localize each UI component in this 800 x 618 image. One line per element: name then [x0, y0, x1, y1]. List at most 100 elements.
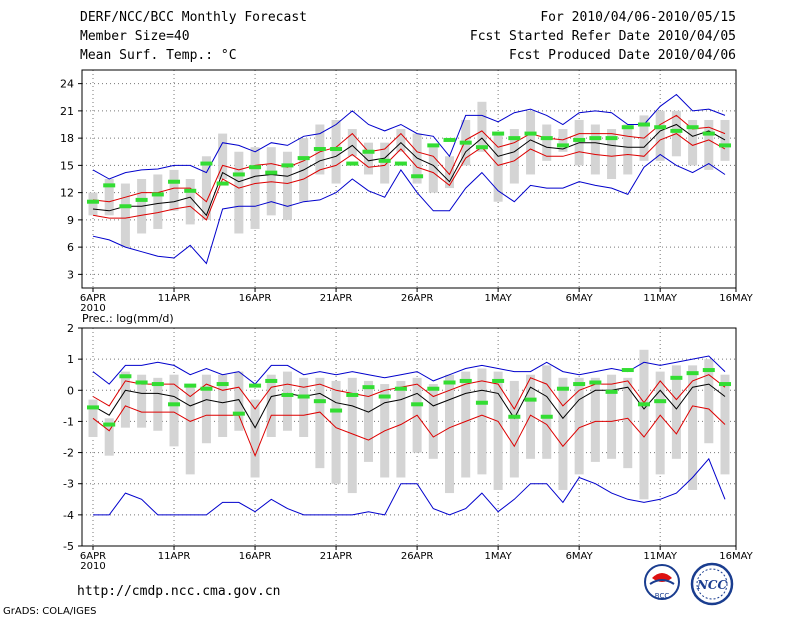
forecast-started-date: Fcst Started Refer Date 2010/04/05: [469, 29, 736, 44]
observed-marker: [492, 378, 505, 383]
spread-box: [655, 371, 665, 475]
observed-marker: [475, 400, 488, 405]
spread-box: [509, 380, 519, 478]
observed-marker: [151, 192, 164, 197]
x-tick-label: 11MAY: [643, 551, 677, 562]
observed-marker: [475, 145, 488, 150]
y-tick-label: 21: [60, 105, 74, 118]
spread-box: [380, 142, 390, 184]
observed-marker: [330, 147, 343, 152]
spread-box: [607, 129, 617, 179]
x-tick-label: 6MAY: [566, 293, 594, 304]
spread-box: [445, 374, 455, 494]
observed-marker: [443, 380, 456, 385]
x-tick-label: 11APR: [158, 293, 191, 304]
spread-box: [282, 371, 292, 431]
spread-box: [331, 380, 341, 484]
x-year-label: 2010: [80, 561, 105, 572]
x-tick-label: 26APR: [401, 293, 434, 304]
x-tick-label: 6MAY: [566, 551, 594, 562]
spread-box: [671, 365, 681, 459]
observed-marker: [378, 158, 391, 163]
observed-marker: [459, 378, 472, 383]
observed-marker: [184, 188, 197, 193]
observed-marker: [103, 422, 116, 427]
observed-marker: [249, 383, 262, 388]
observed-marker: [702, 131, 715, 136]
observed-marker: [670, 128, 683, 133]
observed-marker: [151, 382, 164, 387]
observed-marker: [605, 389, 618, 394]
spread-box: [428, 384, 438, 459]
observed-marker: [411, 402, 424, 407]
ensemble-min-line: [93, 457, 726, 516]
spread-box: [655, 110, 665, 161]
y-tick-label: 24: [60, 78, 74, 91]
spread-box: [558, 377, 568, 490]
observed-marker: [589, 136, 602, 141]
spread-box: [347, 377, 357, 494]
spread-box: [477, 368, 487, 475]
observed-marker: [200, 386, 213, 391]
observed-marker: [605, 136, 618, 141]
forecast-period: For 2010/04/06-2010/05/15: [540, 10, 736, 25]
observed-marker: [362, 385, 375, 390]
observed-marker: [168, 179, 181, 184]
median-line: [92, 123, 726, 217]
observed-marker: [459, 140, 472, 145]
y-tick-label: 2: [67, 322, 74, 335]
y-tick-label: 1: [67, 353, 74, 366]
x-tick-label: 16MAY: [719, 293, 753, 304]
y-tick-label: 12: [60, 187, 74, 200]
observed-marker: [249, 165, 262, 170]
chart-title: DERF/NCC/BCC Monthly Forecast: [80, 10, 307, 25]
observed-marker: [556, 386, 569, 391]
spread-box: [396, 380, 406, 478]
precip-variable-label: Prec.: log(mm/d): [82, 312, 174, 325]
spread-box: [542, 365, 552, 459]
observed-marker: [524, 397, 537, 402]
x-tick-label: 16APR: [239, 551, 272, 562]
spread-box: [493, 371, 503, 490]
observed-marker: [556, 143, 569, 148]
observed-marker: [265, 378, 278, 383]
observed-marker: [119, 374, 132, 379]
spread-box: [266, 374, 276, 437]
observed-marker: [313, 399, 326, 404]
spread-box: [493, 133, 503, 202]
forecast-produced-date: Fcst Produced Date 2010/04/06: [509, 48, 736, 63]
spread-box: [720, 374, 730, 475]
spread-box: [720, 119, 730, 161]
observed-marker: [87, 199, 99, 204]
observed-marker: [654, 125, 667, 130]
spread-box: [250, 147, 260, 229]
x-tick-label: 1MAY: [485, 551, 513, 562]
x-tick-label: 6APR: [80, 551, 106, 562]
observed-marker: [362, 149, 375, 154]
observed-marker: [621, 125, 634, 130]
spread-box: [234, 371, 244, 431]
spread-box: [688, 119, 698, 166]
x-tick-label: 26APR: [401, 551, 434, 562]
spread-box: [282, 151, 292, 220]
observed-marker: [394, 161, 407, 166]
spread-box: [445, 156, 455, 189]
spread-box: [574, 377, 584, 475]
observed-marker: [654, 399, 667, 404]
observed-marker: [394, 386, 407, 391]
observed-marker: [119, 204, 132, 209]
spread-box: [623, 377, 633, 469]
observed-marker: [200, 161, 213, 166]
observed-marker: [427, 143, 440, 148]
spread-box: [331, 119, 341, 184]
spread-box: [104, 179, 114, 216]
observed-marker: [346, 161, 359, 166]
observed-marker: [330, 408, 343, 413]
observed-marker: [686, 371, 699, 376]
variable-label: Mean Surf. Temp.: °C: [80, 48, 237, 63]
lower-spread-line: [92, 133, 726, 221]
y-tick-label: 0: [67, 384, 74, 397]
lower-spread-line: [92, 405, 726, 458]
spread-box: [315, 377, 325, 469]
